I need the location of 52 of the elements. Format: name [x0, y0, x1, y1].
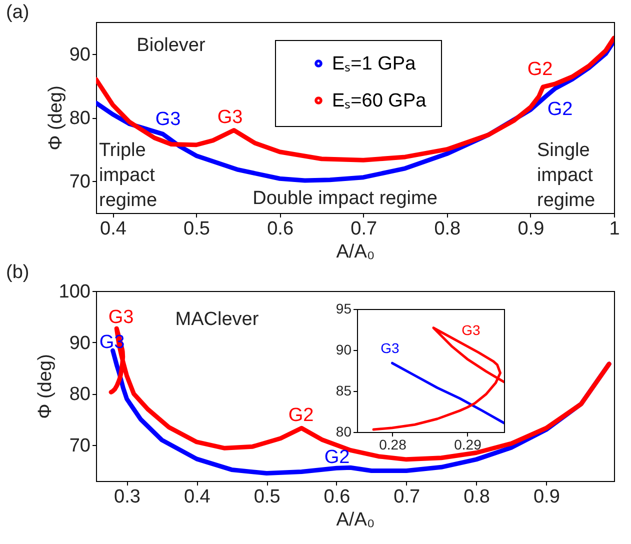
x-tick-label: 0.29	[454, 436, 482, 452]
x-tick-label: 0.5	[254, 486, 280, 508]
annotation: Triple impact regime	[99, 140, 158, 211]
x-tick-label: 0.9	[533, 486, 560, 508]
annotation: G3	[217, 107, 243, 128]
x-tick-label: 0.6	[267, 218, 294, 240]
y-tick-label: 100	[58, 282, 90, 302]
chart-title: (b)	[6, 262, 30, 283]
y-axis-title: Φ (deg)	[45, 86, 66, 150]
y-tick-label: 95	[336, 300, 352, 316]
x-tick-label: 0.3	[114, 486, 140, 508]
y-tick-label: 90	[69, 332, 90, 354]
annotation: G3	[108, 307, 134, 328]
y-tick-label: 80	[69, 384, 90, 406]
legend-label: Eₛ=60 GPa	[332, 90, 427, 112]
annotation: MAClever	[175, 309, 260, 330]
x-tick-label: 0.9	[518, 218, 544, 240]
annotation: G3	[462, 322, 481, 338]
y-tick-label: 90	[336, 342, 352, 358]
annotation: G2	[547, 99, 573, 120]
y-tick-label: 70	[69, 436, 90, 457]
x-tick-label: 1	[609, 218, 620, 240]
y-tick-label: 80	[69, 108, 90, 129]
y-tick-label: 80	[336, 424, 352, 440]
x-tick-label: 0.28	[379, 436, 407, 452]
x-axis-title: A/A₀	[336, 242, 375, 262]
x-tick-label: 0.7	[350, 218, 378, 240]
line-series	[96, 36, 614, 162]
annotation: Double impact regime	[252, 188, 438, 209]
annotation: Biolever	[136, 35, 206, 56]
x-axis-title: A/A₀	[336, 510, 375, 530]
x-tick-label: 0.8	[434, 218, 461, 240]
x-tick-label: 0.4	[184, 486, 211, 508]
annotation: G3	[155, 109, 181, 130]
x-tick-label: 0.4	[100, 218, 127, 240]
y-tick-label: 85	[336, 382, 352, 398]
annotation: G2	[324, 447, 350, 468]
line-series	[372, 326, 504, 431]
annotation: G2	[288, 405, 314, 426]
y-tick-label: 90	[69, 44, 90, 66]
annotation: Single impact regime	[537, 140, 596, 211]
line-series	[391, 362, 504, 424]
y-tick-label: 70	[69, 172, 90, 193]
annotation: G2	[527, 59, 553, 80]
x-tick-label: 0.8	[464, 486, 490, 508]
x-tick-label: 0.5	[184, 218, 210, 240]
x-tick-label: 0.7	[394, 486, 420, 508]
legend-label: Eₛ=1 GPa	[332, 54, 416, 74]
x-tick-label: 0.6	[324, 486, 350, 508]
chart-title: (a)	[6, 2, 30, 23]
annotation: G3	[380, 340, 400, 356]
y-axis-title: Φ (deg)	[34, 354, 56, 419]
